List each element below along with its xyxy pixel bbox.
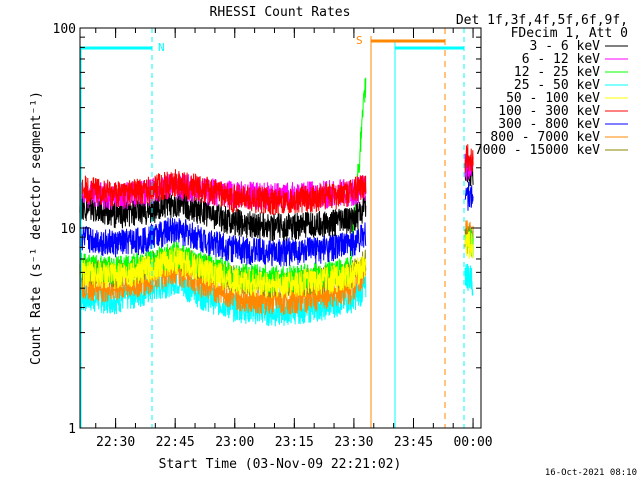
axes: 1 10 100 22:30 22:45 23:00 23:15 23:30 23:45 00:0… [53,22,493,450]
y-tick-label: 1 [68,422,76,437]
legend-entry-label: 25 - 50 keV [514,78,600,93]
x-tick-label: 22:30 [96,435,135,450]
plot-area: NS [79,28,474,428]
x-tick-label: 23:30 [334,435,373,450]
legend-entry-label: 6 - 12 keV [522,52,600,67]
legend-entry-label: 12 - 25 keV [514,65,600,80]
legend: Det 1f,3f,4f,5f,6f,9f,FDecim 1, Att 03 -… [456,13,628,158]
x-tick-label: 23:45 [394,435,433,450]
y-tick-label: 10 [60,222,76,237]
legend-entry-label: 7000 - 15000 keV [475,143,600,158]
series-line-300-800kev [79,181,474,267]
x-tick-label: 22:45 [156,435,195,450]
footer-timestamp: 16-Oct-2021 08:10 [545,468,637,478]
legend-header: FDecim 1, Att 0 [511,26,628,41]
x-tick-label: 00:00 [453,435,492,450]
legend-entry-label: 800 - 7000 keV [490,130,600,145]
series-line-50-100kev [79,231,474,299]
chart-title: RHESSI Count Rates [210,5,351,20]
series-line-100-300kev [79,144,474,215]
legend-entry-label: 3 - 6 keV [530,39,601,54]
legend-entry-label: 300 - 800 keV [498,117,600,132]
x-tick-label: 23:15 [275,435,314,450]
x-tick-label: 23:00 [215,435,254,450]
legend-header: Det 1f,3f,4f,5f,6f,9f, [456,13,628,28]
legend-entry-label: 100 - 300 keV [498,104,600,119]
x-axis-label: Start Time (03-Nov-09 22:21:02) [159,457,402,472]
saa-label: S [356,34,363,47]
legend-entry-label: 50 - 100 keV [506,91,600,106]
night-label: N [158,41,165,54]
y-tick-label: 100 [53,22,76,37]
y-axis-label: Count Rate (s⁻¹ detector segment⁻¹) [29,91,44,365]
